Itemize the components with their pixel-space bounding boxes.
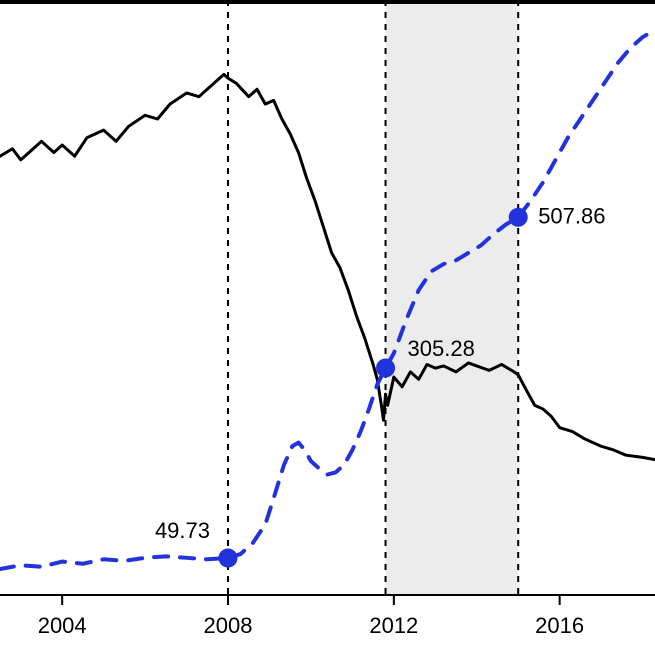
x-tick-label: 2008 [204,613,253,638]
x-tick-label: 2004 [38,613,87,638]
marker-label: 305.28 [408,336,475,361]
chart-bg [0,0,655,655]
x-tick-label: 2012 [369,613,418,638]
shaded-band [386,0,519,595]
marker-point [219,549,237,567]
x-tick-label: 2016 [535,613,584,638]
marker-point [377,359,395,377]
marker-label: 49.73 [155,518,210,543]
time-series-chart: 49.73 305.28 507.86 2004 2008 2012 2016 [0,0,655,655]
marker-label: 507.86 [538,203,605,228]
marker-point [509,208,527,226]
